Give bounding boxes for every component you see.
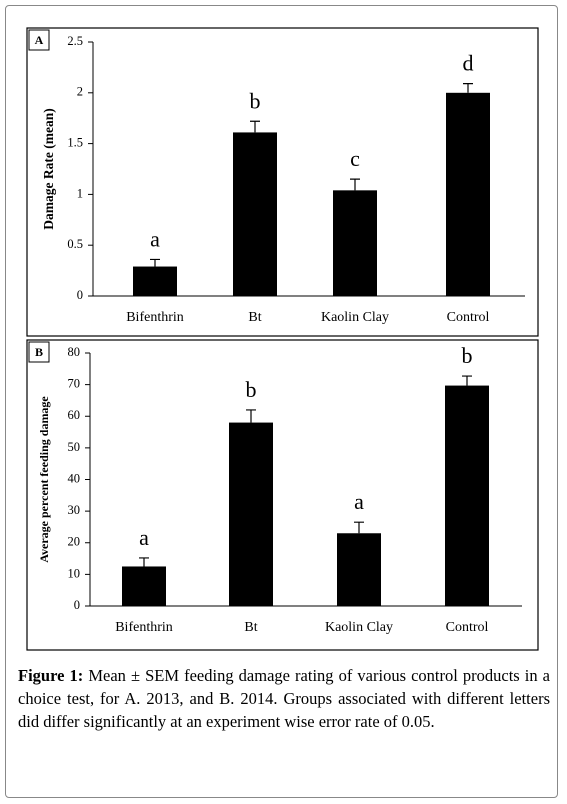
significance-letter: c bbox=[350, 146, 360, 171]
bar bbox=[233, 132, 277, 296]
bar bbox=[337, 533, 381, 606]
y-tick-label: 30 bbox=[68, 503, 81, 517]
x-tick-label: Bifenthrin bbox=[126, 310, 184, 325]
y-tick-label: 60 bbox=[68, 408, 81, 422]
error-bar bbox=[354, 521, 364, 534]
x-tick-label: Control bbox=[447, 310, 490, 325]
significance-letter: a bbox=[139, 525, 149, 550]
y-tick-label: 2.5 bbox=[67, 34, 83, 48]
y-tick-label: 2 bbox=[77, 85, 83, 99]
y-tick-label: 0 bbox=[77, 288, 83, 302]
y-tick-label: 40 bbox=[68, 471, 81, 485]
y-tick-label: 70 bbox=[68, 377, 81, 391]
error-bar bbox=[246, 409, 256, 423]
x-tick-label: Bifenthrin bbox=[115, 620, 173, 635]
charts: A 0 0.5 1 1.5 2 2.5 Damage Rate (mean) Bifenthri… bbox=[26, 27, 539, 651]
panel-label-box bbox=[28, 29, 50, 51]
caption: Figure 1: Mean ± SEM feeding damage rati… bbox=[18, 664, 550, 733]
error-bar bbox=[150, 258, 160, 267]
panel-label: A bbox=[35, 33, 44, 47]
significance-letter: b bbox=[462, 343, 473, 368]
x-tick-label: Bt bbox=[244, 620, 257, 635]
bar bbox=[133, 266, 177, 296]
y-tick-label: 20 bbox=[68, 535, 81, 549]
panel-label: B bbox=[35, 345, 43, 359]
x-tick-label: Bt bbox=[248, 310, 261, 325]
bar bbox=[446, 92, 490, 296]
figure-frame bbox=[5, 5, 558, 798]
bar bbox=[229, 422, 273, 606]
significance-letter: a bbox=[150, 226, 160, 251]
error-bar bbox=[463, 83, 473, 93]
significance-letter: b bbox=[250, 88, 261, 113]
y-tick-label: 1.5 bbox=[67, 135, 83, 149]
y-axis-label: Damage Rate (mean) bbox=[41, 108, 56, 229]
panel-frame bbox=[26, 339, 539, 651]
bar bbox=[445, 385, 489, 606]
y-tick-label: 0 bbox=[74, 598, 80, 612]
y-axis-label: Average percent feeding damage bbox=[37, 396, 51, 563]
panel-frame bbox=[26, 27, 539, 337]
panel-label-box bbox=[28, 341, 50, 363]
y-tick-label: 50 bbox=[68, 440, 81, 454]
x-tick-label: Kaolin Clay bbox=[321, 310, 389, 325]
y-tick-label: 80 bbox=[68, 345, 81, 359]
error-bar bbox=[139, 557, 149, 567]
bar bbox=[122, 566, 166, 606]
caption-label: Figure 1: bbox=[18, 666, 84, 685]
y-tick-label: 10 bbox=[68, 566, 81, 580]
y-tick-label: 1 bbox=[77, 186, 83, 200]
significance-letter: d bbox=[463, 51, 474, 76]
bar bbox=[333, 190, 377, 296]
error-bar bbox=[350, 178, 360, 191]
caption-text: Mean ± SEM feeding damage rating of vari… bbox=[18, 666, 551, 731]
x-tick-label: Kaolin Clay bbox=[325, 620, 393, 635]
error-bar bbox=[462, 375, 472, 386]
x-tick-label: Control bbox=[446, 620, 489, 635]
significance-letter: b bbox=[246, 377, 257, 402]
significance-letter: a bbox=[354, 489, 364, 514]
error-bar bbox=[250, 120, 260, 133]
y-tick-label: 0.5 bbox=[67, 237, 83, 251]
